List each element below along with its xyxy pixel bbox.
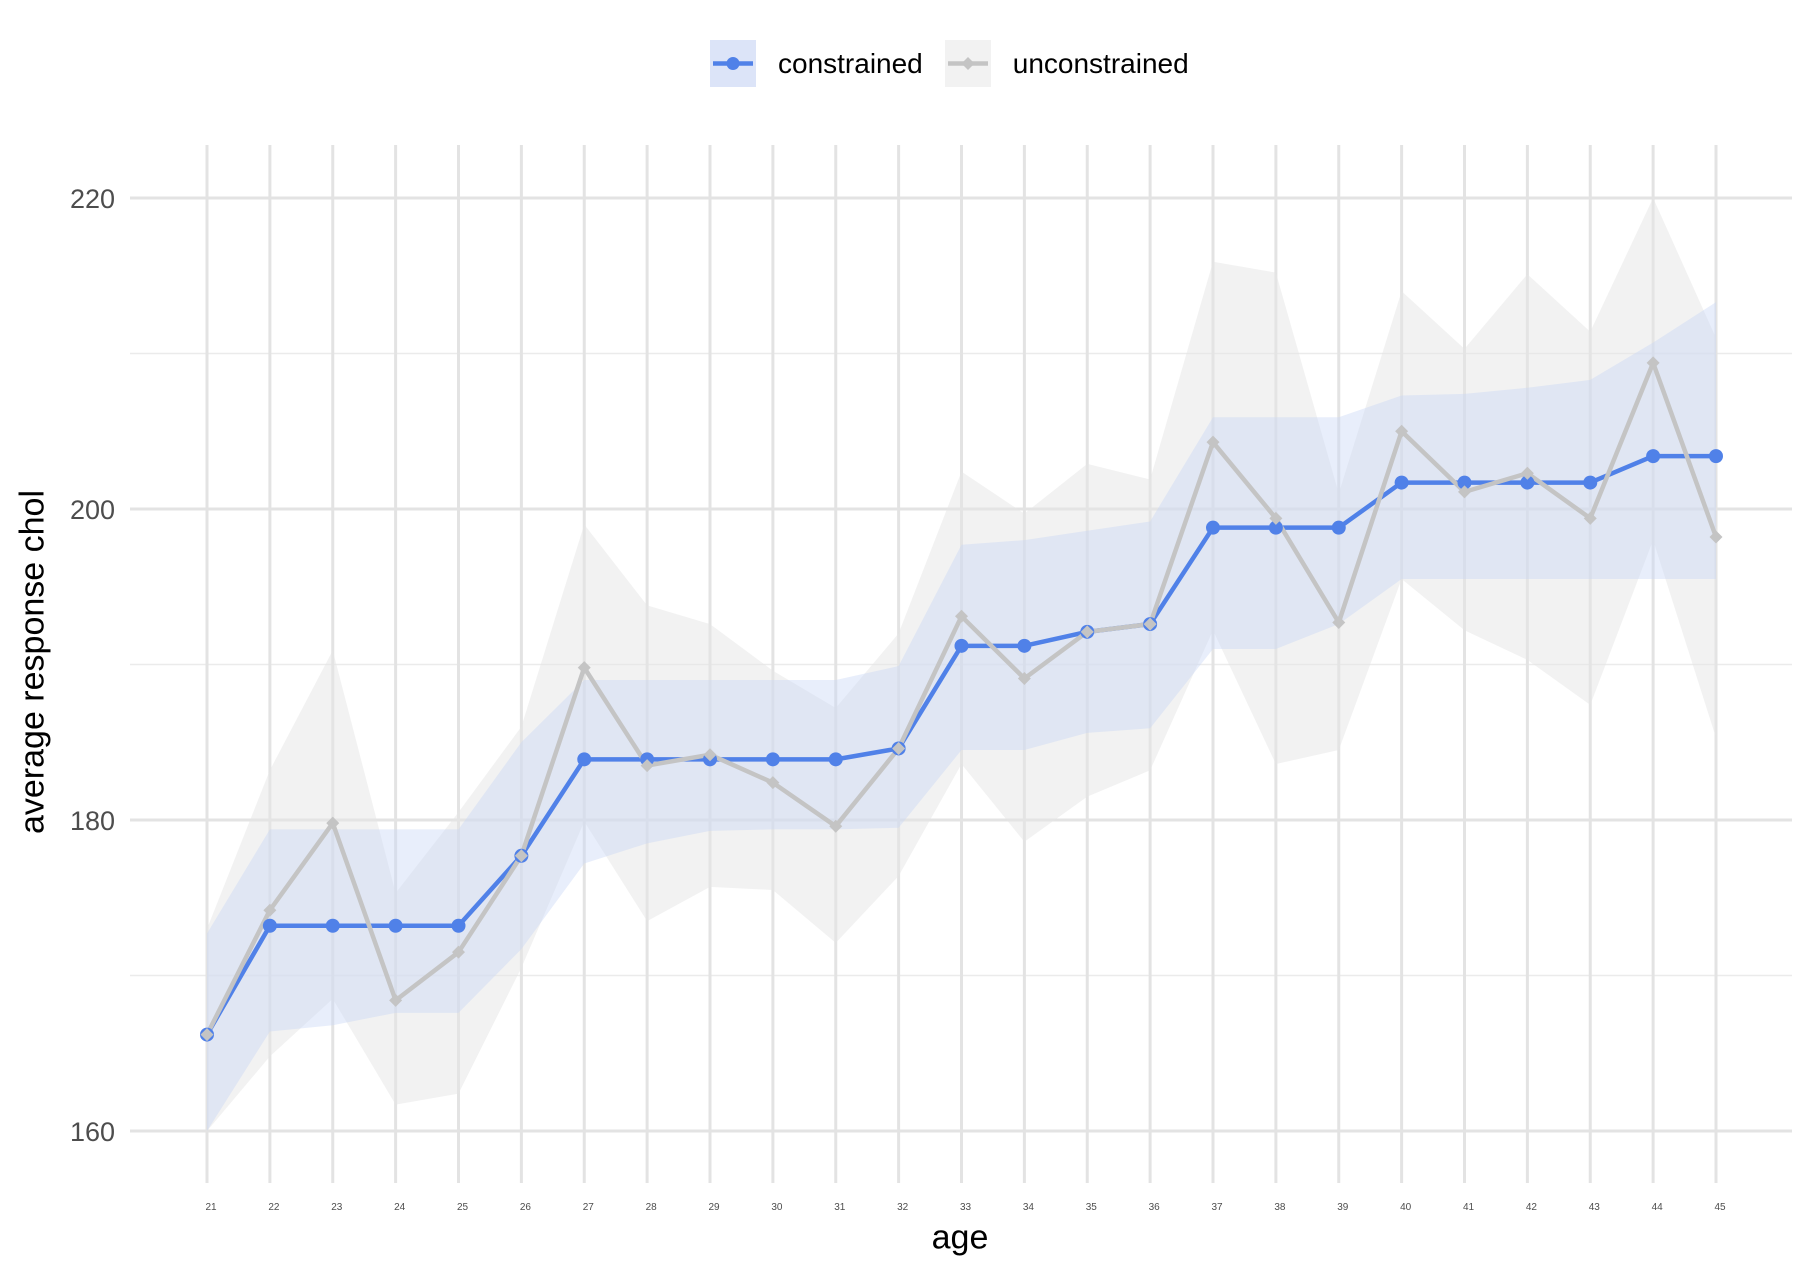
x-axis-title: age [931,1218,989,1257]
unconstrained-point [389,993,403,1007]
unconstrained-point [640,759,654,773]
x-tick-label: 43 [1589,1202,1601,1213]
x-tick-label: 44 [1652,1202,1664,1213]
constrained-point [1646,449,1661,464]
constrained-point [954,638,969,653]
x-tick-label: 24 [394,1202,406,1213]
confidence-bands [207,198,1716,1131]
constrained-point [1017,638,1032,653]
x-tick-label: 25 [457,1202,469,1213]
x-tick-label: 33 [960,1202,972,1213]
x-tick-label: 27 [583,1202,595,1213]
unconstrained-point [703,748,717,762]
constrained-point [828,752,843,767]
legend-item-constrained[interactable]: constrained [710,40,923,87]
x-tick-label: 36 [1149,1202,1161,1213]
constrained-point [1394,475,1409,490]
x-tick-label: 39 [1337,1202,1349,1213]
unconstrained-point [1017,671,1031,685]
legend-key-constrained [710,40,756,87]
unconstrained-point [1709,530,1723,544]
line-diamond-marker-icon [947,57,988,70]
unconstrained-point [892,741,906,755]
legend: constrained unconstrained [710,40,1211,87]
unconstrained-point [1458,485,1471,499]
x-tick-label: 23 [331,1202,343,1213]
constrained-point [262,918,277,933]
constrained-point [1206,520,1220,535]
constrained-point [451,918,466,933]
x-axis-tick-labels: 21 22 23 24 25 26 27 28 29 30 31 32 33 34 35 36 37 38 39 40… [205,1202,1726,1213]
y-tick-label: 220 [70,184,115,214]
unconstrained-point [452,945,465,959]
unconstrained-point [1269,511,1283,525]
series-markers [200,356,1723,1042]
x-tick-label: 40 [1400,1202,1412,1213]
constrained-point [577,752,592,767]
unconstrained-point [514,849,528,863]
y-tick-label: 160 [70,1117,115,1147]
constrained-point [765,752,780,767]
x-tick-label: 41 [1463,1202,1475,1213]
x-tick-label: 26 [520,1202,532,1213]
constrained-point [1520,475,1535,490]
unconstrained-point [326,816,340,830]
unconstrained-point [955,609,968,623]
unconstrained-band [207,198,1716,1131]
y-axis-tick-labels: 160 180 200 220 [70,184,115,1147]
unconstrained-point [829,819,843,833]
x-tick-label: 28 [646,1202,658,1213]
x-tick-label: 31 [834,1202,846,1213]
y-tick-label: 180 [70,806,115,836]
unconstrained-point [1646,356,1660,370]
unconstrained-point [1395,424,1409,438]
x-tick-label: 21 [205,1202,217,1213]
x-tick-label: 22 [268,1202,280,1213]
unconstrained-point [1332,616,1346,630]
constrained-point [1268,520,1283,535]
unconstrained-point [577,661,591,675]
unconstrained-point [766,776,780,790]
constrained-point [388,918,403,933]
x-tick-label: 45 [1714,1202,1726,1213]
legend-label: constrained [778,47,923,79]
legend-key-unconstrained [944,40,991,87]
unconstrained-point [1520,466,1534,480]
unconstrained-point [1080,625,1094,639]
line-circle-marker-icon [713,57,753,70]
constrained-point [1457,475,1472,490]
constrained-point [1331,520,1346,535]
constrained-band [207,302,1716,1131]
x-tick-label: 42 [1526,1202,1538,1213]
unconstrained-point [1206,435,1220,449]
unconstrained-point [1143,617,1157,631]
constrained-point [1583,475,1598,490]
x-tick-label: 37 [1211,1202,1223,1213]
x-tick-label: 35 [1086,1202,1098,1213]
y-axis-title: average response chol [13,489,52,835]
unconstrained-point [263,903,277,917]
x-tick-label: 30 [771,1202,783,1213]
constrained-point [325,918,340,933]
x-tick-label: 34 [1023,1202,1035,1213]
legend-label: unconstrained [1012,47,1189,79]
x-tick-label: 38 [1274,1202,1286,1213]
y-tick-label: 200 [70,495,115,525]
unconstrained-point [200,1028,214,1042]
constrained-point [1709,449,1723,464]
x-tick-label: 32 [897,1202,909,1213]
unconstrained-point [1583,511,1597,525]
legend-item-unconstrained[interactable]: unconstrained [944,40,1189,87]
x-tick-label: 29 [708,1202,720,1213]
